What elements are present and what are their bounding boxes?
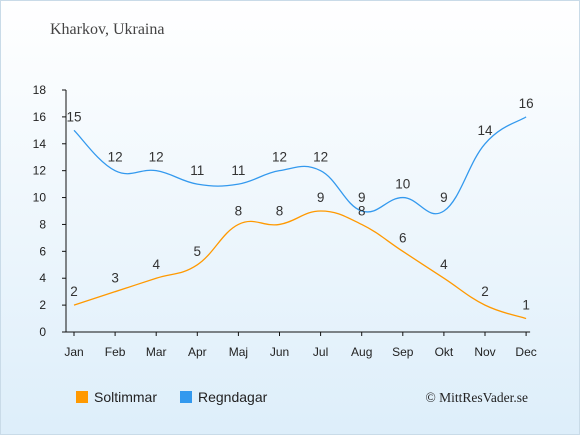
x-tick-label: Aug (351, 345, 372, 359)
data-label-regndagar: 15 (66, 109, 81, 124)
data-label-soltimmar: 4 (152, 257, 160, 272)
legend-item-soltimmar: Soltimmar (76, 389, 157, 405)
data-label-soltimmar: 9 (317, 190, 325, 205)
x-tick-label: Apr (188, 345, 207, 359)
data-label-regndagar: 12 (108, 150, 123, 165)
chart-title: Kharkov, Ukraina (50, 21, 165, 38)
data-label-regndagar: 14 (477, 123, 493, 138)
y-tick-label: 8 (39, 217, 46, 231)
data-label-regndagar: 11 (231, 163, 245, 178)
x-tick-label: Jun (270, 345, 289, 359)
data-label-soltimmar: 6 (399, 230, 407, 245)
data-label-soltimmar: 5 (194, 244, 202, 259)
y-tick-label: 2 (39, 298, 46, 312)
data-label-regndagar: 11 (190, 163, 204, 178)
y-tick-label: 16 (33, 110, 47, 124)
data-label-regndagar: 10 (395, 177, 410, 192)
data-label-soltimmar: 8 (235, 203, 243, 218)
y-tick-label: 12 (33, 164, 47, 178)
y-tick-label: 4 (39, 271, 46, 285)
data-label-soltimmar: 4 (440, 257, 448, 272)
data-label-soltimmar: 1 (522, 298, 530, 313)
x-tick-label: Maj (229, 345, 248, 359)
credit-text: © MittResVader.se (425, 390, 529, 405)
x-tick-label: Jan (64, 345, 83, 359)
data-label-soltimmar: 8 (276, 203, 284, 218)
x-tick-label: Feb (105, 345, 126, 359)
legend-label-soltimmar: Soltimmar (94, 389, 158, 405)
legend-label-regndagar: Regndagar (198, 389, 268, 405)
y-tick-label: 0 (39, 325, 46, 339)
x-tick-label: Nov (474, 345, 495, 359)
y-tick-label: 18 (33, 83, 47, 97)
y-tick-label: 10 (33, 191, 47, 205)
data-label-soltimmar: 2 (70, 284, 78, 299)
data-label-regndagar: 16 (519, 96, 534, 111)
chart-lines (73, 116, 527, 320)
x-tick-label: Okt (435, 345, 454, 359)
data-label-regndagar: 12 (149, 150, 164, 165)
y-tick-label: 14 (33, 137, 47, 151)
x-tick-label: Mar (146, 345, 167, 359)
legend-item-regndagar: Regndagar (180, 389, 267, 405)
data-label-regndagar: 12 (272, 150, 287, 165)
x-tick-label: Jul (313, 345, 328, 359)
data-label-soltimmar: 2 (481, 284, 489, 299)
legend-swatch-soltimmar (76, 391, 88, 403)
x-tick-label: Sep (392, 345, 414, 359)
legend-swatch-regndagar (180, 391, 192, 403)
series-line-regndagar (73, 116, 527, 215)
data-label-soltimmar: 8 (358, 203, 366, 218)
series-line-soltimmar (73, 210, 527, 320)
data-label-soltimmar: 3 (111, 271, 119, 286)
data-label-regndagar: 9 (358, 190, 366, 205)
data-label-regndagar: 12 (313, 150, 328, 165)
x-tick-label: Dec (515, 345, 536, 359)
data-label-regndagar: 9 (440, 190, 448, 205)
y-tick-label: 6 (39, 244, 46, 258)
